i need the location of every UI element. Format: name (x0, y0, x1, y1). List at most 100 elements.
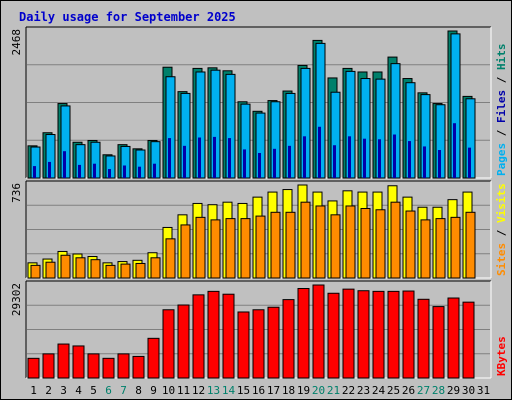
x-tick-label-day-23: 23 (357, 384, 370, 397)
legend-entry: KBytes (495, 336, 508, 376)
bar-sites-day-1 (30, 264, 41, 279)
bar-kbytes-day-9 (147, 337, 160, 379)
bar-kbytes-day-8 (132, 355, 145, 379)
bar-kbytes-day-24 (372, 290, 385, 379)
bar-kbytes-day-23 (357, 290, 370, 379)
bar-sites-day-10 (165, 238, 176, 279)
bar-sites-day-11 (180, 224, 191, 279)
bar-pages-day-19 (303, 136, 306, 178)
x-tick-label-day-18: 18 (282, 384, 295, 397)
legend-entry: Files (495, 90, 508, 123)
bar-pages-day-23 (363, 138, 366, 178)
bar-pages-day-1 (33, 166, 36, 178)
x-tick-label-day-19: 19 (297, 384, 310, 397)
bar-kbytes-day-28 (432, 306, 445, 379)
bar-sites-day-18 (285, 211, 296, 279)
bar-pages-day-13 (213, 136, 216, 178)
bar-kbytes-day-27 (417, 298, 430, 379)
x-tick-label-day-29: 29 (447, 384, 460, 397)
bar-pages-day-16 (258, 152, 261, 178)
bar-pages-day-6 (108, 169, 111, 178)
bar-sites-day-12 (195, 216, 206, 279)
x-tick-label-day-10: 10 (162, 384, 175, 397)
bar-pages-day-17 (273, 148, 276, 178)
bar-sites-day-20 (315, 205, 326, 279)
bar-pages-day-24 (378, 139, 381, 178)
x-tick-label-day-28: 28 (432, 384, 445, 397)
bar-pages-day-8 (138, 166, 141, 178)
bar-pages-day-7 (123, 165, 126, 178)
bar-sites-day-28 (435, 218, 446, 279)
bar-pages-day-15 (243, 149, 246, 178)
bar-kbytes-day-26 (402, 290, 415, 379)
bar-pages-day-30 (468, 147, 471, 178)
x-tick-label-day-17: 17 (267, 384, 280, 397)
y-max-label: 736 (10, 183, 23, 203)
bar-pages-day-22 (348, 136, 351, 178)
bar-pages-day-9 (153, 163, 156, 178)
bar-pages-day-18 (288, 145, 291, 178)
x-tick-label-day-16: 16 (252, 384, 265, 397)
x-tick-label-day-24: 24 (372, 384, 386, 397)
bar-kbytes-day-30 (462, 301, 475, 379)
bar-kbytes-day-10 (162, 309, 175, 379)
bar-sites-day-26 (405, 210, 416, 279)
bar-pages-day-2 (48, 161, 51, 178)
bar-kbytes-day-21 (327, 292, 340, 379)
bar-pages-day-25 (393, 134, 396, 178)
bar-pages-day-27 (423, 146, 426, 178)
bar-sites-day-5 (90, 259, 101, 279)
bar-kbytes-day-11 (177, 304, 190, 379)
side-legend: Pages / Files / Hits (495, 44, 508, 177)
bar-sites-day-14 (225, 218, 236, 279)
bar-pages-day-28 (438, 150, 441, 178)
legend-entry: Sites (495, 243, 508, 276)
x-tick-label-day-9: 9 (150, 384, 157, 397)
bar-kbytes-day-4 (72, 345, 85, 379)
bar-sites-day-2 (45, 261, 56, 279)
bar-kbytes-day-2 (42, 353, 55, 379)
bar-kbytes-day-5 (87, 353, 100, 379)
x-tick-label-day-2: 2 (45, 384, 52, 397)
bar-sites-day-23 (360, 208, 371, 279)
x-tick-label-day-6: 6 (105, 384, 112, 397)
bar-kbytes-day-20 (312, 284, 325, 379)
bar-sites-day-9 (150, 257, 161, 279)
bar-sites-day-19 (300, 201, 311, 279)
bar-kbytes-day-6 (102, 357, 115, 379)
bar-sites-day-25 (390, 201, 401, 279)
x-tick-label-day-15: 15 (237, 384, 250, 397)
bar-pages-day-11 (183, 145, 186, 178)
bar-kbytes-day-12 (192, 294, 205, 379)
bar-kbytes-day-17 (267, 306, 280, 379)
side-legend: KBytes (495, 336, 508, 376)
y-max-label: 2468 (10, 29, 23, 56)
bar-sites-day-22 (345, 205, 356, 279)
x-tick-label-day-8: 8 (135, 384, 142, 397)
bar-pages-day-20 (318, 126, 321, 178)
bar-sites-day-8 (135, 262, 146, 279)
bar-kbytes-day-29 (447, 297, 460, 379)
bar-kbytes-day-1 (27, 357, 40, 379)
bar-pages-day-10 (168, 138, 171, 178)
x-tick-label-day-1: 1 (30, 384, 37, 397)
x-tick-label-day-11: 11 (177, 384, 190, 397)
bar-sites-day-16 (255, 215, 266, 279)
bar-sites-day-6 (105, 264, 116, 279)
x-tick-label-day-13: 13 (207, 384, 220, 397)
x-tick-label-day-21: 21 (327, 384, 340, 397)
x-tick-label-day-5: 5 (90, 384, 97, 397)
side-legend: Sites / Visits (495, 183, 508, 276)
bar-pages-day-12 (198, 137, 201, 178)
legend-entry: / (495, 70, 508, 90)
y-max-label: 29302 (10, 283, 23, 316)
x-tick-label-day-27: 27 (417, 384, 430, 397)
x-tick-label-day-26: 26 (402, 384, 415, 397)
legend-entry: Hits (495, 44, 508, 71)
bar-pages-day-21 (333, 145, 336, 178)
bar-sites-day-29 (450, 216, 461, 279)
bar-pages-day-4 (78, 164, 81, 178)
bar-sites-day-13 (210, 219, 221, 279)
